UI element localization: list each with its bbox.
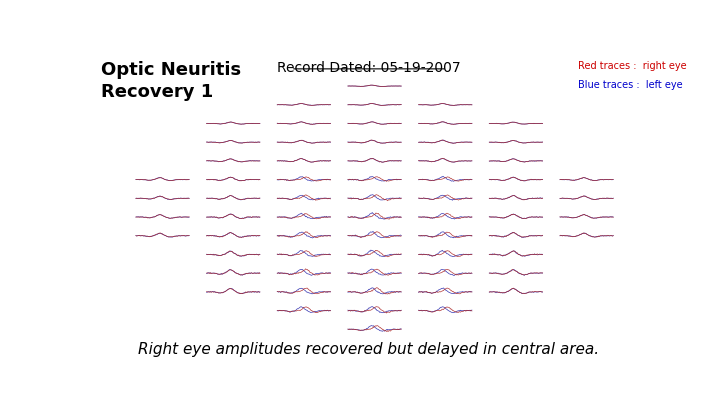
Text: Optic Neuritis
Recovery 1: Optic Neuritis Recovery 1: [101, 61, 241, 101]
Text: Red traces :  right eye: Red traces : right eye: [578, 61, 687, 71]
Text: Record Dated: 05-19-2007: Record Dated: 05-19-2007: [277, 61, 461, 75]
Text: Blue traces :  left eye: Blue traces : left eye: [578, 80, 683, 90]
Text: Right eye amplitudes recovered but delayed in central area.: Right eye amplitudes recovered but delay…: [138, 342, 600, 357]
